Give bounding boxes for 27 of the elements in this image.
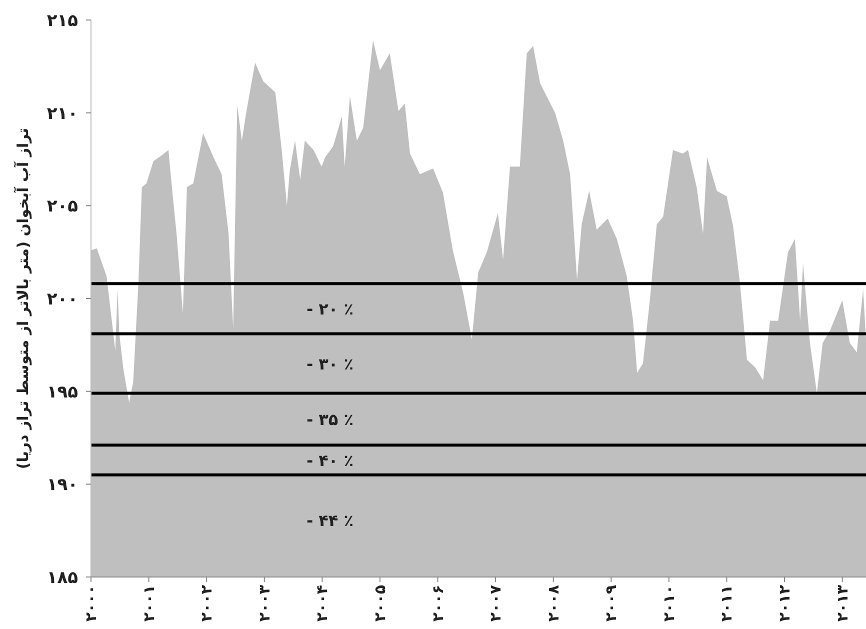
- x-tick-label: ۲۰۰۸: [544, 585, 562, 622]
- x-tick-label: ۲۰۱۲: [776, 585, 794, 622]
- x-tick-label: ۲۰۰۹: [602, 585, 620, 622]
- x-tick-label: ۲۰۰۰: [82, 585, 100, 622]
- x-tick-label: ۲۰۰۶: [428, 585, 447, 622]
- x-tick-label: ۲۰۰۴: [313, 585, 332, 622]
- ref-line-label: - ۳۵ ٪: [306, 410, 354, 430]
- ref-line-label: - ۲۰ ٪: [306, 300, 354, 319]
- x-tick-label: ۲۰۰۷: [486, 585, 505, 622]
- x-tick-label: ۲۰۰۱: [140, 585, 158, 622]
- y-tick-label: ۲۰۵: [46, 196, 78, 217]
- y-tick-label: ۲۱۰: [46, 104, 78, 124]
- y-tick-label: ۲۰۰: [46, 290, 78, 310]
- y-tick-label: ۱۹۵: [46, 382, 78, 402]
- y-axis-title: تراز آب آبخوان (متر بالاتر از متوسط تراز دریا): [13, 128, 32, 470]
- ref-line-label: - ۴۴ ٪: [306, 510, 354, 530]
- x-tick-label: ۲۰۱۳: [833, 585, 852, 622]
- x-tick-label: ۲۰۱۰: [660, 585, 678, 622]
- ref-line-label: - ۴۰ ٪: [306, 451, 354, 470]
- y-tick-label: ۱۸۵: [46, 568, 78, 588]
- ref-line-label: - ۳۰ ٪: [306, 354, 354, 374]
- y-tick-label: ۲۱۵: [46, 11, 78, 31]
- x-tick-label: ۲۰۰۲: [198, 585, 216, 622]
- x-tick-label: ۲۰۱۱: [718, 585, 736, 622]
- x-tick-label: ۲۰۰۳: [255, 585, 274, 622]
- x-tick-label: ۲۰۰۵: [370, 585, 389, 622]
- y-tick-label: ۱۹۰: [46, 475, 78, 496]
